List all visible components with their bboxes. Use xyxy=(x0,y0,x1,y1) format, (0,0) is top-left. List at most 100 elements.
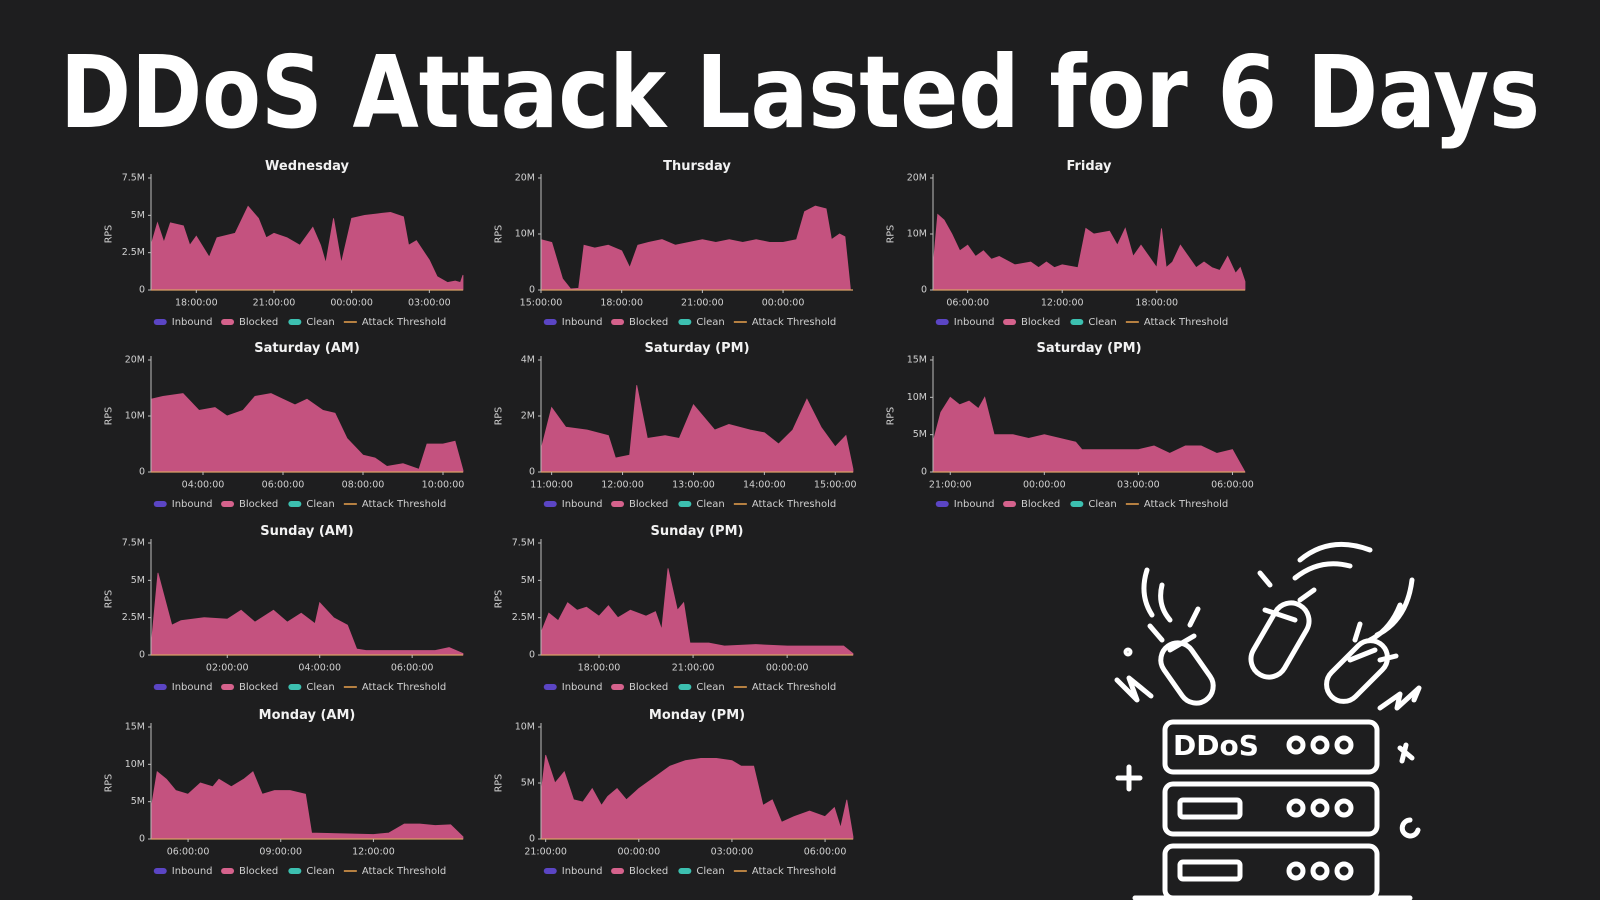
x-tick-label: 00:00:00 xyxy=(1023,480,1066,491)
y-tick-label: 10M xyxy=(907,392,927,403)
legend-swatch xyxy=(1003,319,1017,325)
x-tick-label: 06:00:00 xyxy=(1211,480,1254,491)
legend-label: Attack Threshold xyxy=(362,499,446,510)
legend-swatch xyxy=(153,319,167,325)
legend-swatch xyxy=(935,501,949,507)
y-tick-label: 5M xyxy=(521,778,535,789)
y-tick-label: 7.5M xyxy=(512,538,535,549)
x-tick-label: 21:00:00 xyxy=(681,298,724,309)
legend-swatch xyxy=(153,684,167,690)
y-tick-label: 10M xyxy=(125,759,145,770)
x-tick-label: 11:00:00 xyxy=(530,480,573,491)
y-axis-label: RPS xyxy=(104,590,115,608)
legend-swatch xyxy=(288,501,302,507)
y-axis-label: RPS xyxy=(104,774,115,792)
x-tick-label: 06:00:00 xyxy=(804,847,847,858)
area xyxy=(150,572,464,656)
legend-label: Attack Threshold xyxy=(752,682,836,693)
area xyxy=(150,771,464,840)
legend-label: Attack Threshold xyxy=(362,866,446,877)
x-tick-label: 21:00:00 xyxy=(524,847,567,858)
legend-label: Blocked xyxy=(1021,317,1060,328)
x-tick-label: 06:00:00 xyxy=(391,663,434,674)
legend-label: Attack Threshold xyxy=(362,317,446,328)
legend-label: Clean xyxy=(696,499,724,510)
legend-swatch xyxy=(543,501,557,507)
legend-swatch xyxy=(153,868,167,874)
y-tick-label: 0 xyxy=(529,834,535,845)
y-tick-label: 15M xyxy=(125,722,145,733)
chart-title: Sunday (AM) xyxy=(260,524,353,539)
legend-label: Inbound xyxy=(172,866,213,877)
area xyxy=(540,385,854,473)
y-axis-label: RPS xyxy=(494,407,505,425)
x-tick-label: 00:00:00 xyxy=(617,847,660,858)
y-tick-label: 0 xyxy=(921,285,927,296)
x-tick-label: 06:00:00 xyxy=(946,298,989,309)
legend-label: Inbound xyxy=(562,317,603,328)
x-tick-label: 03:00:00 xyxy=(711,847,754,858)
area xyxy=(540,754,854,840)
area xyxy=(150,393,464,473)
y-tick-label: 0 xyxy=(529,650,535,661)
x-tick-label: 18:00:00 xyxy=(175,298,218,309)
legend-swatch xyxy=(221,684,235,690)
legend-swatch xyxy=(611,684,625,690)
legend-swatch xyxy=(611,319,625,325)
y-axis-label: RPS xyxy=(886,407,897,425)
y-axis-label: RPS xyxy=(494,774,505,792)
x-tick-label: 02:00:00 xyxy=(206,663,249,674)
chart-title: Thursday xyxy=(663,159,731,174)
legend-label: Blocked xyxy=(629,682,668,693)
y-axis-label: RPS xyxy=(104,225,115,243)
y-tick-label: 5M xyxy=(131,210,145,221)
chart-title: Monday (PM) xyxy=(649,708,745,723)
legend-swatch xyxy=(288,868,302,874)
x-tick-label: 21:00:00 xyxy=(672,663,715,674)
y-axis-label: RPS xyxy=(104,407,115,425)
x-tick-label: 13:00:00 xyxy=(672,480,715,491)
y-tick-label: 5M xyxy=(913,429,927,440)
x-tick-label: 15:00:00 xyxy=(814,480,857,491)
x-tick-label: 03:00:00 xyxy=(408,298,451,309)
legend-swatch xyxy=(1003,501,1017,507)
y-tick-label: 0 xyxy=(139,285,145,296)
y-tick-label: 4M xyxy=(521,355,535,366)
legend-swatch xyxy=(678,684,692,690)
y-tick-label: 2.5M xyxy=(122,612,145,623)
x-tick-label: 00:00:00 xyxy=(762,298,805,309)
legend-swatch xyxy=(221,501,235,507)
y-tick-label: 0 xyxy=(139,834,145,845)
legend-label: Clean xyxy=(1088,317,1116,328)
y-tick-label: 0 xyxy=(139,467,145,478)
x-tick-label: 06:00:00 xyxy=(167,847,210,858)
legend-label: Attack Threshold xyxy=(1144,499,1228,510)
page-title: DDoS Attack Lasted for 6 Days xyxy=(60,34,1540,151)
legend-label: Inbound xyxy=(172,682,213,693)
y-tick-label: 7.5M xyxy=(122,173,145,184)
legend-label: Blocked xyxy=(629,866,668,877)
y-tick-label: 5M xyxy=(131,575,145,586)
y-tick-label: 10M xyxy=(125,411,145,422)
y-axis-label: RPS xyxy=(494,590,505,608)
chart-title: Sunday (PM) xyxy=(651,524,744,539)
x-tick-label: 12:00:00 xyxy=(1041,298,1084,309)
chart-title: Monday (AM) xyxy=(259,708,356,723)
legend-label: Inbound xyxy=(954,317,995,328)
chart-title: Saturday (AM) xyxy=(254,341,360,356)
legend-swatch xyxy=(153,501,167,507)
chart-title: Saturday (PM) xyxy=(1036,341,1141,356)
legend-label: Clean xyxy=(1088,499,1116,510)
legend-swatch xyxy=(1070,501,1084,507)
x-tick-label: 18:00:00 xyxy=(578,663,621,674)
legend-label: Clean xyxy=(306,317,334,328)
y-tick-label: 10M xyxy=(515,722,535,733)
legend-label: Inbound xyxy=(954,499,995,510)
legend-swatch xyxy=(611,501,625,507)
x-tick-label: 06:00:00 xyxy=(262,480,305,491)
legend-label: Inbound xyxy=(562,866,603,877)
legend-label: Inbound xyxy=(562,682,603,693)
y-tick-label: 0 xyxy=(921,467,927,478)
legend-label: Blocked xyxy=(239,866,278,877)
